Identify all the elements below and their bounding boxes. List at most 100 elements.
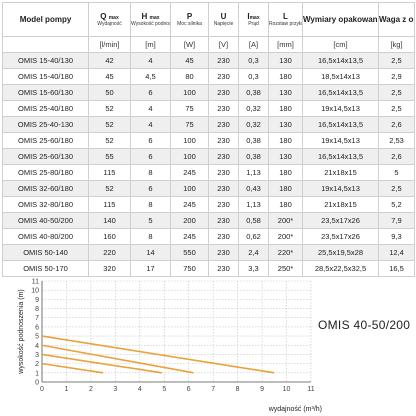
table-cell: 100	[170, 180, 209, 197]
x-tick-label: 4	[138, 386, 142, 393]
y-tick-label: 4	[35, 343, 39, 350]
model-cell: OMIS 40-80/200	[2, 228, 89, 245]
table-cell: 12,4	[378, 244, 415, 261]
table-cell: 19x14,5x13	[302, 100, 379, 117]
header-p: P Moc silnika	[170, 2, 209, 37]
x-tick-label: 11	[307, 386, 314, 393]
table-cell: 0,3	[238, 68, 269, 85]
table-cell: 75	[170, 116, 209, 133]
x-tick-label: 5	[162, 386, 166, 393]
unit-cell: [A]	[238, 36, 269, 53]
header-h: H max Wysokość podnoszenia	[130, 2, 171, 37]
table-cell: 230	[208, 148, 239, 165]
table-cell: 230	[208, 212, 239, 229]
table-cell: 0,32	[238, 116, 269, 133]
performance-curve	[41, 344, 194, 374]
x-tick-label: 0	[40, 386, 44, 393]
table-cell: 17	[130, 260, 171, 277]
pump-curve-chart: 0 1 2 3 4 5 6 7 8 9 10 11 0 1 2 3 4 5 6 7 8 9 10 11 wydajność (m…	[18, 279, 322, 414]
table-cell: 28,5x22,5x32,5	[302, 260, 379, 277]
units-model-cell	[2, 36, 89, 53]
model-cell: OMIS 15-40/130	[2, 52, 89, 69]
table-row: OMIS 25-40/180 52 4 75 230 0,32 180 19x14,5x13 2…	[2, 100, 415, 117]
model-cell: OMIS 15-60/130	[2, 84, 89, 101]
table-cell: 230	[208, 228, 239, 245]
table-cell: 55	[88, 148, 131, 165]
table-cell: 230	[208, 196, 239, 213]
table-cell: 130	[268, 148, 303, 165]
table-cell: 200*	[268, 228, 303, 245]
model-cell: OMIS 25-60/180	[2, 132, 89, 149]
table-row: OMIS 25-60/180 52 6 100 230 0,38 180 19x14,5x13…	[2, 132, 415, 149]
model-cell: OMIS 32-60/180	[2, 180, 89, 197]
header-u: U Napięcie	[208, 2, 239, 37]
table-cell: 16,5x14x13,5	[302, 84, 379, 101]
table-cell: 2,6	[378, 116, 415, 133]
table-cell: 75	[170, 100, 209, 117]
table-cell: 16,5x14x13,5	[302, 116, 379, 133]
table-cell: 230	[208, 116, 239, 133]
table-cell: 45	[88, 68, 131, 85]
table-cell: 180	[268, 100, 303, 117]
table-row: OMIS 15-40/130 42 4 45 230 0,3 130 16,5x14x13,5…	[2, 52, 415, 69]
table-cell: 52	[88, 180, 131, 197]
x-tick-label: 9	[260, 386, 264, 393]
table-cell: 220	[88, 244, 131, 261]
table-cell: 16,5	[378, 260, 415, 277]
table-cell: 220*	[268, 244, 303, 261]
units-row: [l/min] [m] [W] [V] [A] [mm] [cm] [kg]	[2, 36, 415, 53]
table-row: OMIS 40-80/200 160 8 245 230 0,62 200* 23,5x17x…	[2, 228, 415, 245]
x-tick-label: 3	[113, 386, 117, 393]
table-cell: 100	[170, 148, 209, 165]
table-cell: 0,43	[238, 180, 269, 197]
table-cell: 180	[268, 164, 303, 181]
header-model: Model pompy	[2, 2, 89, 37]
performance-curve	[41, 353, 162, 374]
table-cell: 180	[268, 196, 303, 213]
table-cell: 0,38	[238, 84, 269, 101]
table-cell: 2,5	[378, 52, 415, 69]
table-cell: 2,4	[238, 244, 269, 261]
table-cell: 2,6	[378, 148, 415, 165]
table-cell: 6	[130, 84, 171, 101]
y-axis-label: wysokość podnoszenia (m)	[18, 289, 25, 374]
table-cell: 52	[88, 100, 131, 117]
table-cell: 2,5	[378, 180, 415, 197]
table-cell: 52	[88, 132, 131, 149]
table-cell: 42	[88, 52, 131, 69]
table-cell: 140	[88, 212, 131, 229]
table-cell: 2,53	[378, 132, 415, 149]
table-cell: 320	[88, 260, 131, 277]
table-cell: 180	[268, 180, 303, 197]
x-tick-label: 2	[89, 386, 93, 393]
table-cell: 130	[268, 116, 303, 133]
table-cell: 2,5	[378, 100, 415, 117]
table-cell: 115	[88, 196, 131, 213]
table-cell: 0,32	[238, 100, 269, 117]
table-cell: 100	[170, 84, 209, 101]
table-cell: 200	[170, 212, 209, 229]
header-dims: Wymiary opakowania	[302, 2, 379, 37]
y-tick-label: 1	[35, 370, 39, 377]
unit-cell: [cm]	[302, 36, 379, 53]
table-cell: 115	[88, 164, 131, 181]
table-cell: 4	[130, 52, 171, 69]
model-cell: OMIS 25-40-130	[2, 116, 89, 133]
model-cell: OMIS 25-40/180	[2, 100, 89, 117]
y-tick-label: 7	[35, 315, 39, 322]
table-row: OMIS 50-140 220 14 550 230 2,4 220* 25,5x19,5x2…	[2, 244, 415, 261]
table-cell: 9,3	[378, 228, 415, 245]
table-row: OMIS 25-40-130 52 4 75 230 0,32 130 16,5x14x13,…	[2, 116, 415, 133]
table-cell: 180	[268, 132, 303, 149]
table-cell: 19x14,5x13	[302, 132, 379, 149]
unit-cell: [m]	[130, 36, 171, 53]
y-tick-label: 9	[35, 297, 39, 304]
y-tick-label: 11	[32, 279, 39, 286]
table-cell: 130	[268, 52, 303, 69]
table-cell: 245	[170, 228, 209, 245]
header-i: Imax Prąd	[238, 2, 269, 37]
unit-cell: [mm]	[268, 36, 303, 53]
table-row: OMIS 25-80/180 115 8 245 230 1,13 180 21x18x15 5	[2, 164, 415, 181]
table-cell: 1,13	[238, 196, 269, 213]
table-cell: 8	[130, 196, 171, 213]
